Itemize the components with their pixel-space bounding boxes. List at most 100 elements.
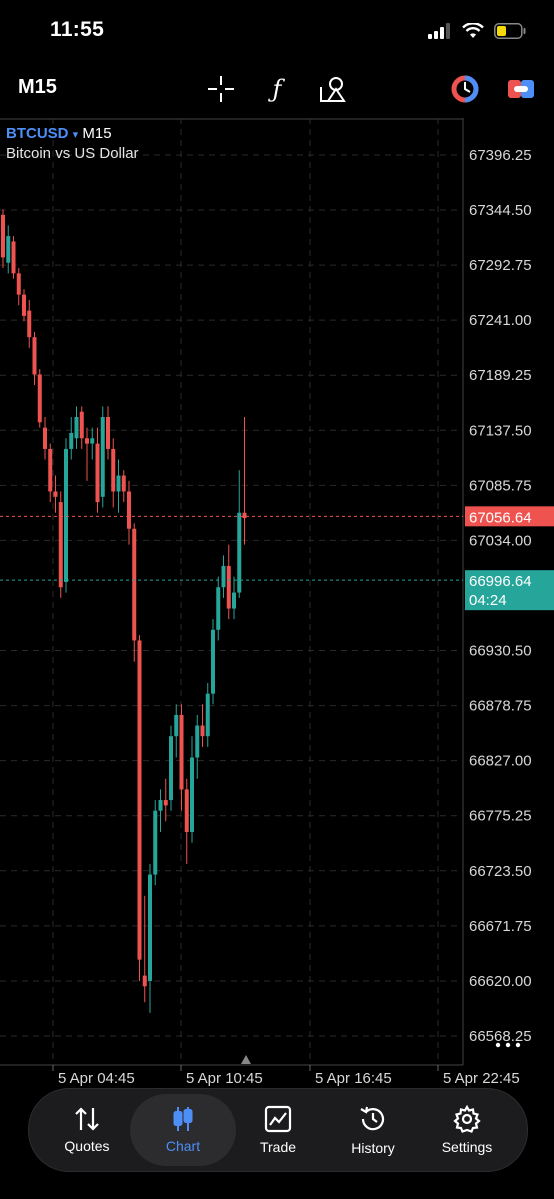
candle-body	[226, 565, 231, 609]
battery-icon	[494, 23, 526, 39]
candle-body	[79, 411, 84, 439]
settings-gear-icon	[453, 1105, 481, 1133]
tab-quotes[interactable]: Quotes	[39, 1089, 135, 1171]
tab-settings-label: Settings	[441, 1139, 493, 1155]
y-tick-label: 66568.25	[469, 1028, 532, 1045]
symbol-description: Bitcoin vs US Dollar	[6, 145, 139, 162]
candle-body	[27, 310, 32, 338]
time-axis: 5 Apr 04:45 5 Apr 10:45 5 Apr 16:45 5 Apr 2…	[58, 1070, 520, 1087]
trade-toggle-icon[interactable]	[506, 74, 536, 104]
candle-body	[195, 725, 200, 758]
tab-quotes-label: Quotes	[64, 1138, 110, 1154]
tab-chart[interactable]: Chart	[130, 1094, 236, 1166]
y-tick-label: 67292.75	[469, 257, 532, 274]
symbol-dropdown-icon[interactable]: ▾	[72, 129, 79, 141]
y-tick-label: 67396.25	[469, 147, 532, 164]
more-dots-icon	[505, 1042, 511, 1048]
candle-body	[232, 592, 236, 609]
symbol-timeframe: M15	[82, 125, 112, 142]
symbol-header[interactable]: BTCUSD ▾ M15	[6, 125, 112, 142]
chart-grid	[0, 118, 464, 1071]
tab-settings[interactable]: Settings	[419, 1089, 515, 1171]
y-tick-label: 66827.00	[469, 753, 532, 770]
candle-body	[74, 416, 79, 439]
crosshair-icon[interactable]	[206, 74, 236, 104]
timeframe-button[interactable]: M15	[18, 76, 57, 98]
candle-body	[85, 438, 89, 444]
candle-body	[69, 432, 74, 449]
candle-body	[22, 294, 26, 316]
candle-body	[111, 448, 116, 492]
candle-body	[179, 714, 184, 790]
candle-body	[237, 512, 242, 593]
indicator-f-icon[interactable]: ƒ	[262, 74, 292, 104]
bid-price-tag	[465, 506, 554, 527]
y-tick-label: 67344.50	[469, 202, 532, 219]
tab-chart-label: Chart	[165, 1138, 201, 1154]
candle-body	[95, 443, 100, 503]
candle-body	[216, 587, 221, 630]
candle-body	[116, 475, 121, 492]
bid-price-label: 67056.64	[469, 509, 532, 526]
candle-body	[16, 273, 21, 295]
y-tick-label: 67034.00	[469, 532, 532, 549]
candle-body	[174, 714, 179, 737]
signal-icon	[428, 23, 450, 39]
candle-body	[205, 693, 210, 737]
y-tick-label: 67241.00	[469, 312, 532, 329]
more-dots-icon	[515, 1042, 521, 1048]
trade-chart-icon	[264, 1105, 292, 1133]
more-dots-icon	[495, 1042, 501, 1048]
y-tick-label: 67085.75	[469, 477, 532, 494]
candle-body	[158, 800, 163, 811]
candle-body	[211, 629, 215, 694]
candle-body	[43, 427, 47, 449]
svg-text:ƒ: ƒ	[268, 75, 286, 103]
status-bar: 11:55	[0, 0, 554, 60]
shift-marker-icon	[241, 1055, 251, 1064]
status-time: 11:55	[50, 18, 105, 41]
tab-history[interactable]: History	[325, 1089, 421, 1171]
candle-body	[32, 337, 37, 375]
candle-body	[6, 236, 11, 263]
status-icons	[428, 20, 526, 42]
candle-body	[169, 736, 173, 801]
tab-history-label: History	[351, 1140, 395, 1156]
candle-body	[106, 416, 110, 449]
candle-body	[48, 448, 53, 492]
ask-price-tag	[465, 570, 554, 611]
y-tick-label: 66878.75	[469, 698, 532, 715]
ask-price-label: 66996.64	[469, 573, 532, 590]
chart-svg[interactable]: 67396.25 67344.50 67292.75 67241.00 67189.25…	[0, 118, 554, 1093]
candle-body	[200, 725, 205, 737]
price-chart[interactable]: 67396.25 67344.50 67292.75 67241.00 67189.25…	[0, 118, 554, 1093]
candles	[1, 209, 247, 1013]
bottom-tab-bar: Quotes Chart Trade History Settings	[28, 1088, 528, 1172]
candle-body	[221, 565, 226, 588]
x-tick-label: 5 Apr 04:45	[58, 1070, 135, 1087]
candle-body	[11, 241, 16, 274]
candle-body	[53, 491, 58, 497]
objects-icon[interactable]	[318, 74, 348, 104]
candle-body	[1, 214, 5, 258]
tab-trade-label: Trade	[259, 1139, 297, 1155]
chart-candles-icon	[173, 1107, 193, 1131]
y-tick-label: 67137.50	[469, 422, 532, 439]
price-axis: 67396.25 67344.50 67292.75 67241.00 67189.25…	[469, 147, 532, 1045]
candle-body	[137, 640, 142, 960]
wifi-icon	[462, 23, 484, 38]
y-tick-label: 67189.25	[469, 367, 532, 384]
candle-body	[121, 475, 126, 492]
symbol-name[interactable]: BTCUSD	[6, 125, 69, 142]
y-tick-label: 66723.50	[469, 863, 532, 880]
one-click-trading-icon[interactable]	[450, 74, 480, 104]
tab-trade[interactable]: Trade	[230, 1089, 326, 1171]
candle-body	[148, 874, 152, 981]
candle-body	[64, 448, 68, 582]
quotes-arrows-icon	[75, 1107, 99, 1131]
candle-body	[242, 512, 247, 519]
y-tick-label: 66930.50	[469, 643, 532, 660]
candle-body	[190, 757, 194, 832]
candle-body	[184, 789, 189, 832]
candle-body	[90, 438, 95, 444]
